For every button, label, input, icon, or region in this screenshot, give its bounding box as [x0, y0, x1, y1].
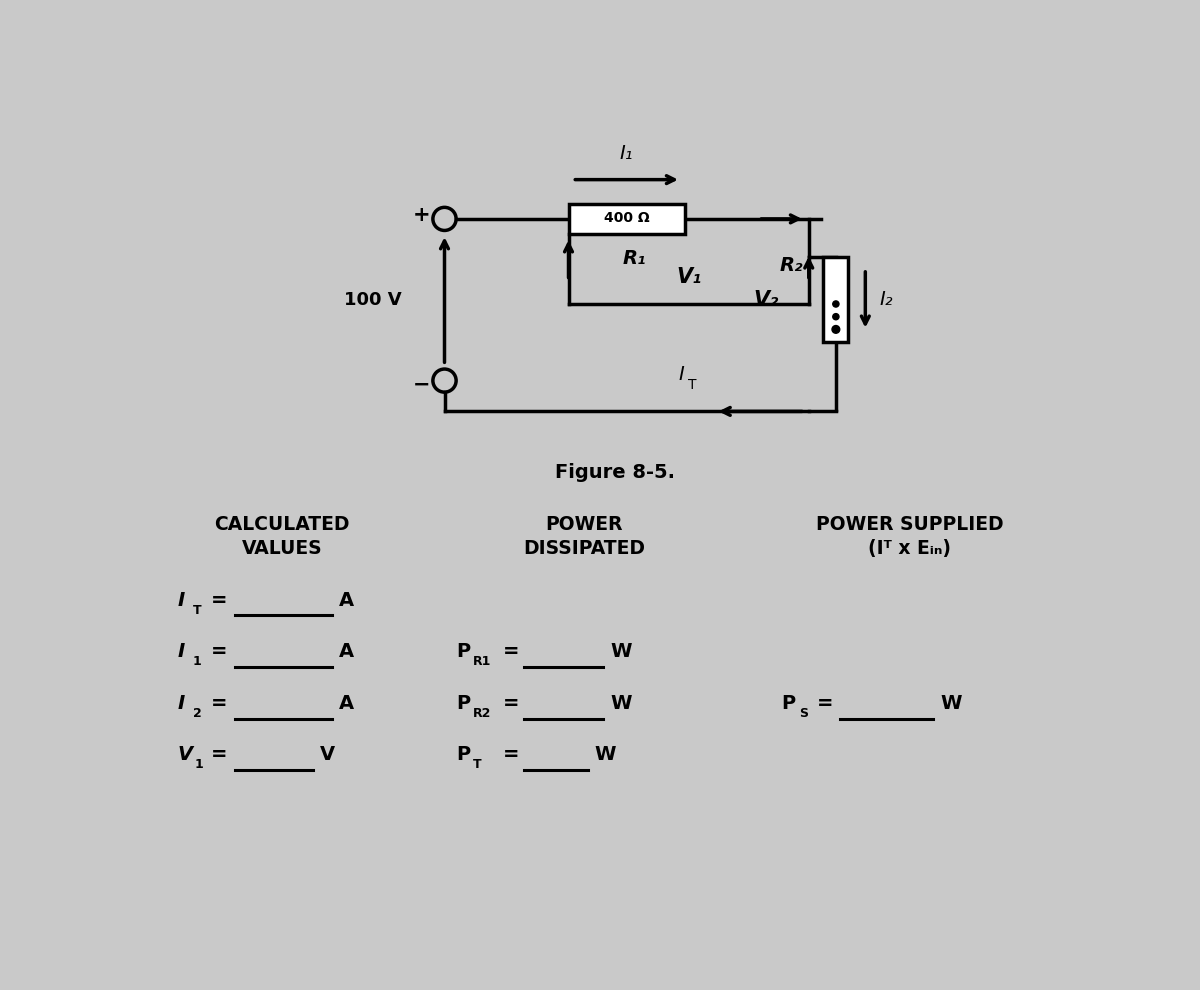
Text: =: =: [210, 643, 227, 661]
Text: W: W: [941, 694, 962, 713]
Text: A: A: [340, 591, 354, 610]
Text: T: T: [193, 604, 202, 617]
Text: P: P: [456, 745, 470, 764]
Text: R₂: R₂: [780, 255, 803, 274]
Text: 1: 1: [194, 758, 204, 771]
Text: +: +: [413, 205, 430, 225]
Text: P: P: [456, 694, 470, 713]
Text: 1: 1: [193, 655, 202, 668]
Text: =: =: [503, 643, 520, 661]
Text: R1: R1: [473, 655, 492, 668]
Circle shape: [833, 301, 839, 307]
Text: =: =: [210, 694, 227, 713]
Text: Figure 8-5.: Figure 8-5.: [554, 463, 674, 482]
Text: A: A: [340, 643, 354, 661]
Bar: [823, 257, 848, 343]
Text: POWER SUPPLIED
(Iᵀ x Eᵢₙ): POWER SUPPLIED (Iᵀ x Eᵢₙ): [816, 516, 1003, 557]
Text: =: =: [816, 694, 833, 713]
Text: P: P: [781, 694, 796, 713]
Text: R2: R2: [473, 707, 492, 720]
Text: =: =: [210, 591, 227, 610]
Text: 100 V: 100 V: [344, 291, 402, 309]
Text: S: S: [799, 707, 808, 720]
Text: T: T: [689, 378, 697, 392]
Circle shape: [832, 326, 840, 334]
Text: V: V: [178, 745, 192, 764]
Circle shape: [833, 314, 839, 320]
Text: 400 Ω: 400 Ω: [604, 211, 649, 225]
Text: 2: 2: [193, 707, 202, 720]
Text: R₁: R₁: [623, 248, 646, 268]
Text: P: P: [456, 643, 470, 661]
Text: I₂: I₂: [880, 290, 893, 309]
Text: I: I: [178, 591, 185, 610]
Bar: [569, 204, 685, 234]
Text: I: I: [678, 365, 684, 384]
Text: =: =: [210, 745, 227, 764]
Text: V₁: V₁: [676, 266, 701, 287]
Text: W: W: [611, 643, 632, 661]
Text: A: A: [340, 694, 354, 713]
Text: V₂: V₂: [754, 290, 779, 310]
Text: W: W: [595, 745, 617, 764]
Text: =: =: [503, 694, 520, 713]
Text: I: I: [178, 643, 185, 661]
Text: CALCULATED
VALUES: CALCULATED VALUES: [214, 516, 349, 557]
Text: T: T: [473, 758, 482, 771]
Text: W: W: [611, 694, 632, 713]
Text: =: =: [503, 745, 520, 764]
Text: V: V: [319, 745, 335, 764]
Text: I₁: I₁: [620, 144, 634, 162]
Text: −: −: [413, 374, 430, 394]
Text: I: I: [178, 694, 185, 713]
Text: POWER
DISSIPATED: POWER DISSIPATED: [523, 516, 646, 557]
